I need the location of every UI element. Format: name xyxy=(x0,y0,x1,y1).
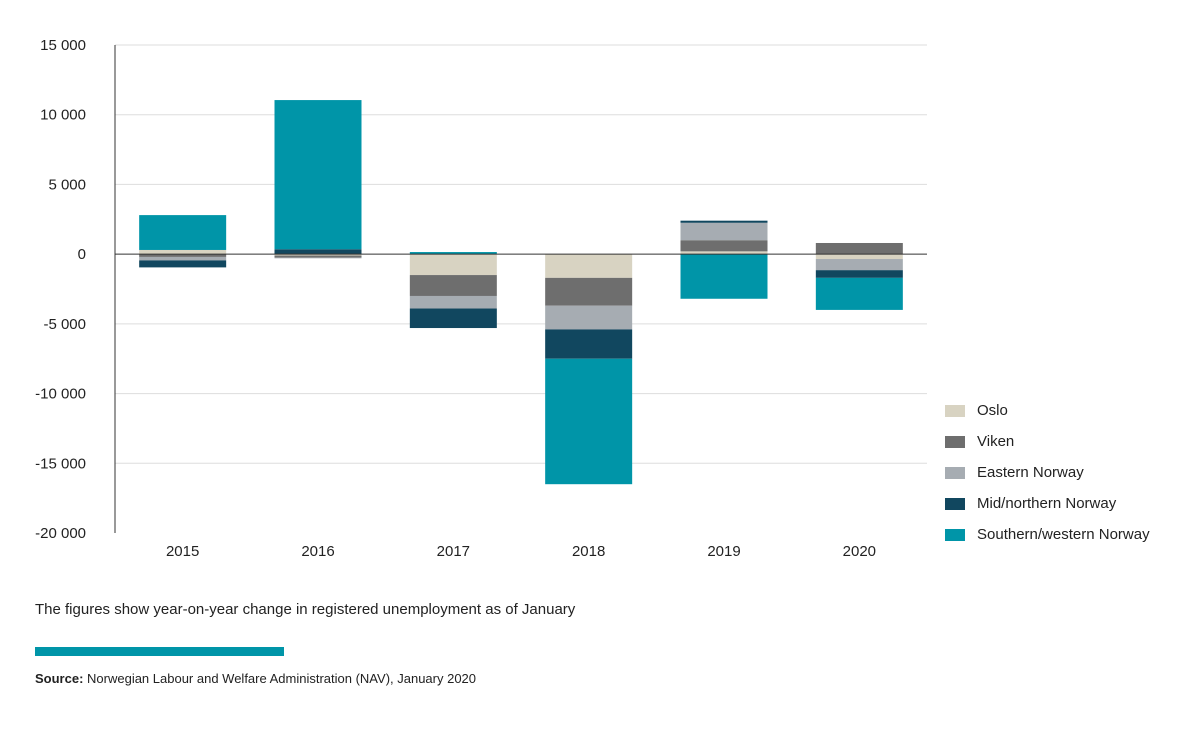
legend-item-eastern-norway: Eastern Norway xyxy=(945,457,1150,488)
source-label: Source: xyxy=(35,671,84,686)
y-tick-labels: 15 000 10 000 5 000 0 -5 000 -10 000 -15 000 -2… xyxy=(35,37,86,542)
bar-segment xyxy=(545,254,633,278)
legend-label: Eastern Norway xyxy=(977,464,1084,481)
grid-lines xyxy=(115,44,927,464)
source-text: Norwegian Labour and Welfare Administrat… xyxy=(83,671,477,686)
bar-segment xyxy=(274,249,362,255)
bar-segment xyxy=(139,254,227,257)
x-tick-label: 2016 xyxy=(301,543,334,560)
y-tick-label: -20 000 xyxy=(35,525,86,542)
bar-segment xyxy=(680,222,768,241)
x-tick-label: 2015 xyxy=(166,543,199,560)
bar-segment xyxy=(815,270,903,278)
legend-swatch xyxy=(945,435,965,448)
x-tick-labels: 2015 2016 2017 2018 2019 2020 xyxy=(166,543,876,560)
y-tick-label: 15 000 xyxy=(40,37,86,54)
x-tick-label: 2017 xyxy=(437,543,470,560)
chart-note: The figures show year-on-year change in … xyxy=(35,601,576,618)
legend: Oslo Viken Eastern Norway Mid/northern N… xyxy=(945,395,1150,550)
bar-segment xyxy=(680,251,768,255)
bar-segment xyxy=(545,277,633,306)
legend-label: Viken xyxy=(977,433,1015,450)
legend-item-viken: Viken xyxy=(945,426,1150,457)
bar-segment xyxy=(274,257,362,259)
bar-segment xyxy=(139,249,227,255)
bar-segment xyxy=(139,256,227,261)
y-tick-label: 10 000 xyxy=(40,107,86,124)
bar-segment xyxy=(139,215,227,250)
y-tick-label: 0 xyxy=(78,246,86,263)
bar-segment xyxy=(409,295,497,309)
y-tick-label: -15 000 xyxy=(35,455,86,472)
legend-swatch xyxy=(945,528,965,541)
x-tick-label: 2020 xyxy=(843,543,876,560)
bar-segment xyxy=(409,252,497,255)
bar-segment xyxy=(409,308,497,329)
legend-item-mid-northern-norway: Mid/northern Norway xyxy=(945,488,1150,519)
bar-segment xyxy=(274,100,362,250)
bar-segment xyxy=(409,254,497,276)
y-tick-label: 5 000 xyxy=(48,176,86,193)
bar-segment xyxy=(815,277,903,310)
bar-segment xyxy=(409,275,497,296)
bar-segment xyxy=(815,259,903,271)
bar-segment xyxy=(680,220,768,223)
legend-label: Mid/northern Norway xyxy=(977,495,1117,512)
source-accent-bar xyxy=(35,647,284,656)
legend-label: Oslo xyxy=(977,402,1008,419)
axes xyxy=(114,45,927,533)
source-line: Source: Norwegian Labour and Welfare Adm… xyxy=(35,671,476,686)
bar-segment xyxy=(274,255,362,258)
bar-segment xyxy=(545,329,633,359)
bar-segment xyxy=(680,240,768,252)
bar-segment xyxy=(815,254,903,260)
x-tick-label: 2019 xyxy=(707,543,740,560)
legend-swatch xyxy=(945,404,965,417)
x-tick-label: 2018 xyxy=(572,543,605,560)
y-tick-label: -5 000 xyxy=(43,316,86,333)
legend-item-southern-western-norway: Southern/western Norway xyxy=(945,519,1150,550)
y-tick-label: -10 000 xyxy=(35,386,86,403)
bar-segment xyxy=(545,358,633,485)
bar-segment xyxy=(815,242,903,255)
bar-segment xyxy=(680,254,768,299)
legend-swatch xyxy=(945,497,965,510)
bar-segment xyxy=(139,260,227,268)
bar-segment xyxy=(545,305,633,330)
bar-segment xyxy=(274,254,362,256)
legend-swatch xyxy=(945,466,965,479)
legend-item-oslo: Oslo xyxy=(945,395,1150,426)
bars xyxy=(139,100,903,485)
legend-label: Southern/western Norway xyxy=(977,526,1150,543)
chart: 15 000 10 000 5 000 0 -5 000 -10 000 -15 000 -2… xyxy=(35,37,927,560)
